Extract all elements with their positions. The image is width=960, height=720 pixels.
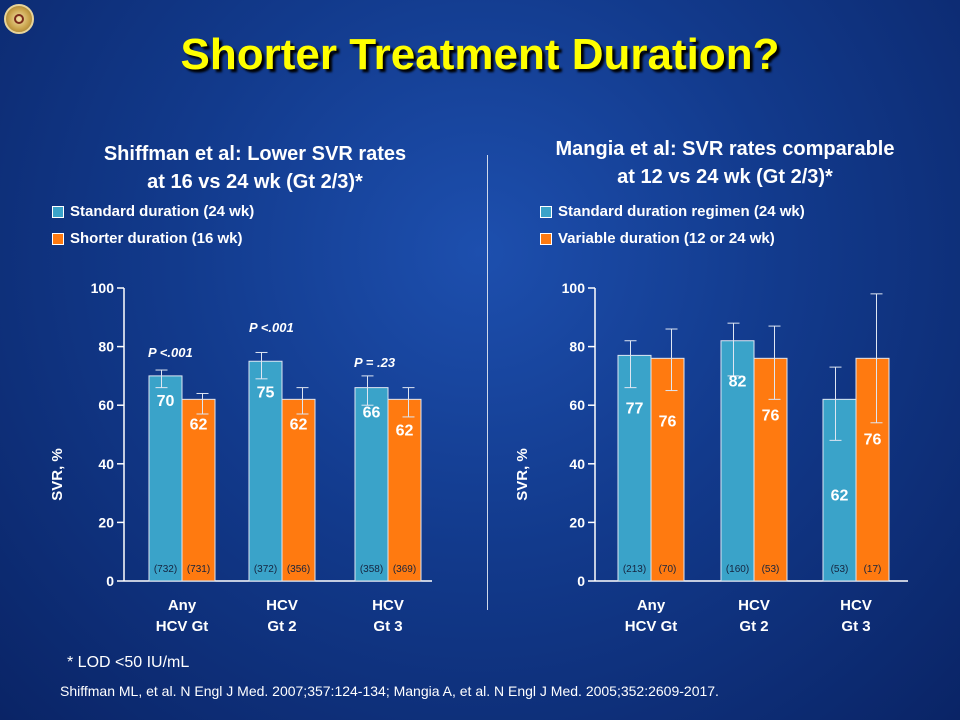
right-n-label: (17) [864, 564, 882, 575]
right-n-label: (53) [831, 564, 849, 575]
legend-item-shorter: Shorter duration (16 wk) [52, 225, 254, 252]
right-bar [753, 357, 788, 582]
right-y-tick-label: 0 [577, 573, 585, 589]
legend-item-standard: Standard duration (24 wk) [52, 198, 254, 225]
left-y-tick-label: 60 [98, 397, 114, 413]
left-category-label: Gt 2 [267, 618, 296, 635]
right-bar [720, 340, 755, 582]
legend-swatch-standard [52, 205, 64, 218]
left-panel-title-line-1: Shiffman et al: Lower SVR rates [103, 143, 407, 165]
left-n-label: (731) [187, 564, 210, 575]
left-y-axis-label: SVR, % [49, 448, 66, 501]
right-category-label: Gt 3 [841, 618, 870, 635]
left-y-tick-label: 40 [98, 456, 114, 472]
legend-item-standard-regimen: Standard duration regimen (24 wk) [540, 198, 805, 225]
left-data-label: 75 [257, 384, 275, 401]
left-data-label: 62 [290, 416, 308, 433]
left-data-label: 70 [157, 393, 175, 410]
right-n-label: (160) [726, 564, 749, 575]
left-data-label: 66 [363, 405, 381, 422]
right-y-tick-label: 100 [562, 280, 586, 296]
legend-item-variable: Variable duration (12 or 24 wk) [540, 225, 805, 252]
left-category-label: HCV Gt [156, 618, 209, 635]
left-y-tick-label: 100 [91, 280, 115, 296]
right-data-label: 76 [659, 413, 677, 430]
left-bar [281, 398, 316, 582]
right-bar [650, 357, 685, 582]
footnote: * LOD <50 IU/mL [67, 654, 190, 671]
right-y-tick-label: 40 [569, 456, 585, 472]
right-n-label: (70) [659, 564, 677, 575]
left-p-value: P <.001 [148, 345, 193, 360]
left-data-label: 62 [190, 416, 208, 433]
legend-label-standard: Standard duration (24 wk) [70, 203, 255, 220]
left-bar [387, 398, 422, 582]
right-category-label: HCV [840, 597, 872, 614]
left-data-label: 62 [396, 422, 414, 439]
legend-swatch-standard-regimen [540, 205, 552, 218]
right-bar [617, 354, 652, 582]
left-category-label: Any [168, 597, 197, 614]
right-panel-title-line-1: Mangia et al: SVR rates comparable [555, 138, 895, 160]
right-n-label: (213) [623, 564, 646, 575]
right-y-tick-label: 60 [569, 397, 585, 413]
right-category-label: Any [637, 597, 666, 614]
panel-divider [487, 155, 488, 610]
left-n-label: (732) [154, 564, 177, 575]
right-legend: Standard duration regimen (24 wk) Variab… [540, 198, 805, 252]
left-bar [181, 398, 216, 582]
slide-title: Shorter Treatment Duration? [180, 30, 780, 79]
left-p-value: P = .23 [354, 355, 396, 370]
institution-logo-icon [4, 4, 34, 34]
right-y-tick-label: 20 [569, 514, 585, 530]
left-p-value: P <.001 [249, 320, 294, 335]
left-bar [354, 387, 389, 582]
left-category-label: HCV [266, 597, 298, 614]
left-panel-title: Shiffman et al: Lower SVR rates at 16 vs… [40, 140, 470, 196]
left-n-label: (369) [393, 564, 416, 575]
left-n-label: (358) [360, 564, 383, 575]
right-y-tick-label: 80 [569, 339, 585, 355]
citation: Shiffman ML, et al. N Engl J Med. 2007;3… [60, 683, 719, 699]
right-bar [822, 398, 857, 582]
legend-label-standard-regimen: Standard duration regimen (24 wk) [558, 203, 805, 220]
right-data-label: 62 [831, 487, 849, 504]
legend-label-shorter: Shorter duration (16 wk) [70, 230, 243, 247]
left-n-label: (372) [254, 564, 277, 575]
right-y-axis-label: SVR, % [514, 448, 531, 501]
right-category-label: HCV [738, 597, 770, 614]
right-bar [855, 357, 890, 582]
right-panel-title: Mangia et al: SVR rates comparable at 12… [505, 135, 945, 191]
right-data-label: 77 [626, 400, 644, 417]
left-category-label: Gt 3 [373, 618, 402, 635]
left-bar [248, 360, 283, 582]
left-category-label: HCV [372, 597, 404, 614]
left-legend: Standard duration (24 wk) Shorter durati… [52, 198, 254, 252]
right-category-label: Gt 2 [739, 618, 768, 635]
left-y-tick-label: 80 [98, 339, 114, 355]
left-n-label: (356) [287, 564, 310, 575]
left-y-tick-label: 20 [98, 514, 114, 530]
right-category-label: HCV Gt [625, 618, 678, 635]
right-data-label: 82 [729, 374, 747, 391]
left-panel-title-line-2: at 16 vs 24 wk (Gt 2/3)* [147, 171, 363, 193]
right-panel-title-line-2: at 12 vs 24 wk (Gt 2/3)* [617, 166, 833, 188]
right-n-label: (53) [762, 564, 780, 575]
legend-swatch-shorter [52, 232, 64, 245]
left-y-tick-label: 0 [106, 573, 114, 589]
right-data-label: 76 [762, 407, 780, 424]
legend-swatch-variable [540, 232, 552, 245]
right-data-label: 76 [864, 431, 882, 448]
legend-label-variable: Variable duration (12 or 24 wk) [558, 230, 775, 247]
